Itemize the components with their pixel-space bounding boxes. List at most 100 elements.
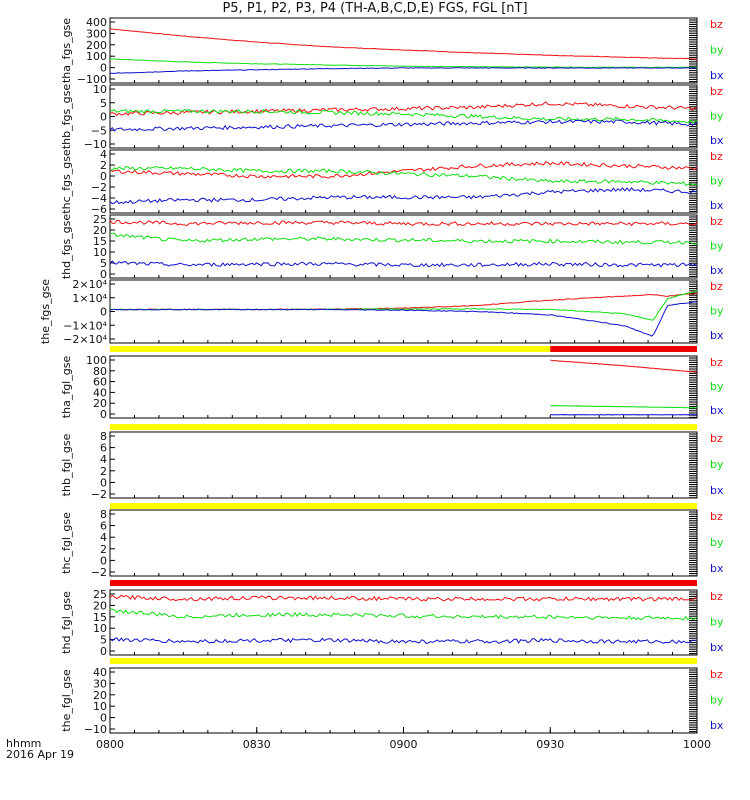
x-tick-label: 1000 <box>683 738 711 751</box>
y-tick-label: 8 <box>100 508 107 521</box>
y-tick-label: 5 <box>100 634 107 647</box>
legend-bz: bz <box>710 150 723 163</box>
y-tick-label: −2 <box>91 181 107 194</box>
y-tick-label: 0 <box>100 268 107 281</box>
y-tick-label: −10 <box>84 723 107 736</box>
y-tick-label: −2×10⁴ <box>63 333 107 346</box>
series-by <box>109 290 698 321</box>
y-tick-label: −100 <box>77 73 107 86</box>
panel-frame <box>109 509 698 577</box>
legend-by: by <box>710 616 724 629</box>
series-bx <box>110 301 698 337</box>
series-by <box>550 404 698 409</box>
series-bx <box>109 187 698 205</box>
legend-by: by <box>710 44 724 57</box>
y-tick-label: 20 <box>93 599 107 612</box>
y-tick-label: 8 <box>100 430 107 443</box>
panel-frame <box>109 84 698 149</box>
legend-bx: bx <box>710 719 724 732</box>
series-by <box>109 58 697 69</box>
y-tick-label: 4 <box>100 453 107 466</box>
y-tick-label: −4 <box>91 192 107 205</box>
panel-ylabel: thb_fgl_gse <box>60 433 73 496</box>
y-tick-label: 80 <box>93 365 107 378</box>
y-tick-label: −5 <box>91 124 107 137</box>
series-bz <box>550 359 697 373</box>
y-tick-label: 15 <box>93 235 107 248</box>
legend-by: by <box>710 305 724 318</box>
y-tick-label: 6 <box>100 520 107 533</box>
y-tick-label: 0 <box>100 408 107 421</box>
legend-bx: bx <box>710 199 724 212</box>
y-tick-label: 25 <box>93 213 107 226</box>
y-tick-label: 1×10⁴ <box>72 292 107 305</box>
legend-bz: bz <box>710 668 723 681</box>
legend-bz: bz <box>710 280 723 293</box>
series-by <box>109 232 698 245</box>
series-by <box>109 108 698 124</box>
y-tick-label: −6 <box>91 203 107 216</box>
series-by <box>109 608 698 621</box>
y-tick-label: 2 <box>100 159 107 172</box>
y-tick-label: 0 <box>100 111 107 124</box>
panel-ylabel: the_fgs_gse <box>39 279 52 344</box>
y-tick-label: 2 <box>100 465 107 478</box>
series-bz <box>109 160 698 179</box>
series-bz <box>109 28 698 60</box>
y-tick-label: 200 <box>86 39 107 52</box>
x-tick-label: 0830 <box>243 738 271 751</box>
series-bx <box>109 260 698 268</box>
y-tick-label: 5 <box>100 97 107 110</box>
panel-ylabel: thd_fgl_gse <box>60 591 73 654</box>
flag-bar-segment <box>550 346 697 352</box>
y-tick-label: 6 <box>100 442 107 455</box>
series-bz <box>109 594 698 602</box>
y-tick-label: 0 <box>100 306 107 319</box>
panel-frame <box>109 279 698 344</box>
legend-bx: bx <box>710 562 724 575</box>
page-title: P5, P1, P2, P3, P4 (TH-A,B,C,D,E) FGS, F… <box>222 1 528 16</box>
series-bz <box>109 292 698 311</box>
legend-bz: bz <box>710 85 723 98</box>
flag-bar-segment <box>110 503 697 509</box>
y-tick-label: 25 <box>93 588 107 601</box>
y-tick-label: 300 <box>86 27 107 40</box>
y-tick-label: 10 <box>93 246 107 259</box>
flag-bar-segment <box>110 424 697 430</box>
y-tick-label: 0 <box>100 712 107 725</box>
legend-by: by <box>710 536 724 549</box>
legend-by: by <box>710 694 724 707</box>
y-tick-label: −1×10⁴ <box>63 319 107 332</box>
panel-ylabel: thc_fgs_gse <box>60 149 73 214</box>
legend-bz: bz <box>710 356 723 369</box>
legend-bx: bx <box>710 484 724 497</box>
panel-frame <box>109 149 698 214</box>
y-tick-label: 100 <box>86 354 107 367</box>
panel-ylabel: thc_fgl_gse <box>60 512 73 574</box>
flag-bar-segment <box>110 658 697 664</box>
series-bx <box>109 119 698 132</box>
panel-ylabel: thd_fgs_gse <box>60 214 73 280</box>
flag-bar-segment <box>110 580 697 586</box>
y-tick-label: 4 <box>100 531 107 544</box>
legend-bx: bx <box>710 404 724 417</box>
panel-ylabel: tha_fgs_gse <box>60 18 73 83</box>
legend-bz: bz <box>710 18 723 31</box>
legend-by: by <box>710 380 724 393</box>
legend-bx: bx <box>710 69 724 82</box>
panel-frame <box>109 667 698 734</box>
y-tick-label: 40 <box>93 386 107 399</box>
y-tick-label: 20 <box>93 689 107 702</box>
legend-by: by <box>710 175 724 188</box>
y-tick-label: 2 <box>100 543 107 556</box>
x-tick-label: 0930 <box>536 738 564 751</box>
panel-ylabel: tha_fgl_gse <box>60 356 73 419</box>
legend-bz: bz <box>710 432 723 445</box>
y-tick-label: 60 <box>93 376 107 389</box>
series-bz <box>109 101 698 117</box>
y-tick-label: 100 <box>86 50 107 63</box>
series-bz <box>109 219 698 227</box>
y-tick-label: 0 <box>100 645 107 658</box>
